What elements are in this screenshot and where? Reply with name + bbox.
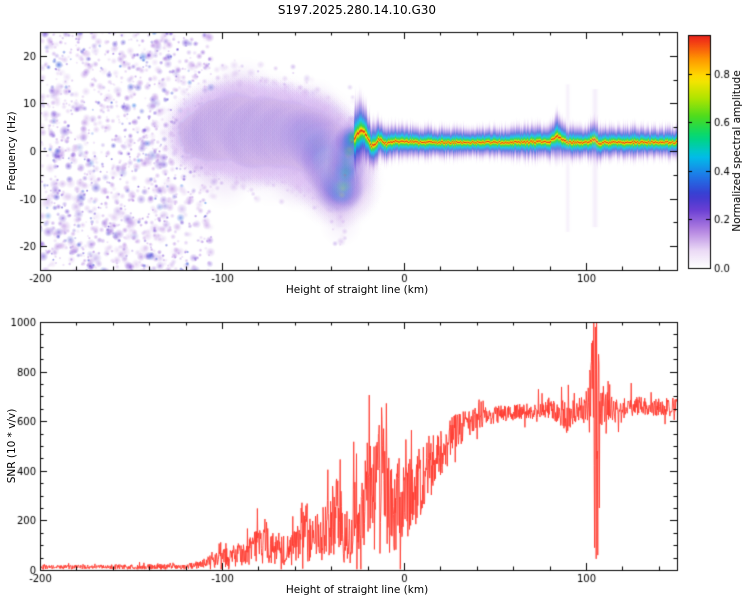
colorbar-label: Normalized spectral amplitude (731, 70, 743, 232)
snr-x-axis-label: Height of straight line (km) (285, 584, 429, 596)
snr-y-axis-label: SNR (10 * v/v) (6, 408, 18, 484)
spectrogram-x-axis-label: Height of straight line (km) (285, 284, 429, 296)
spectrogram-y-axis-label: Frequency (Hz) (6, 111, 18, 191)
figure-title: S197.2025.280.14.10.G30 (277, 3, 437, 17)
